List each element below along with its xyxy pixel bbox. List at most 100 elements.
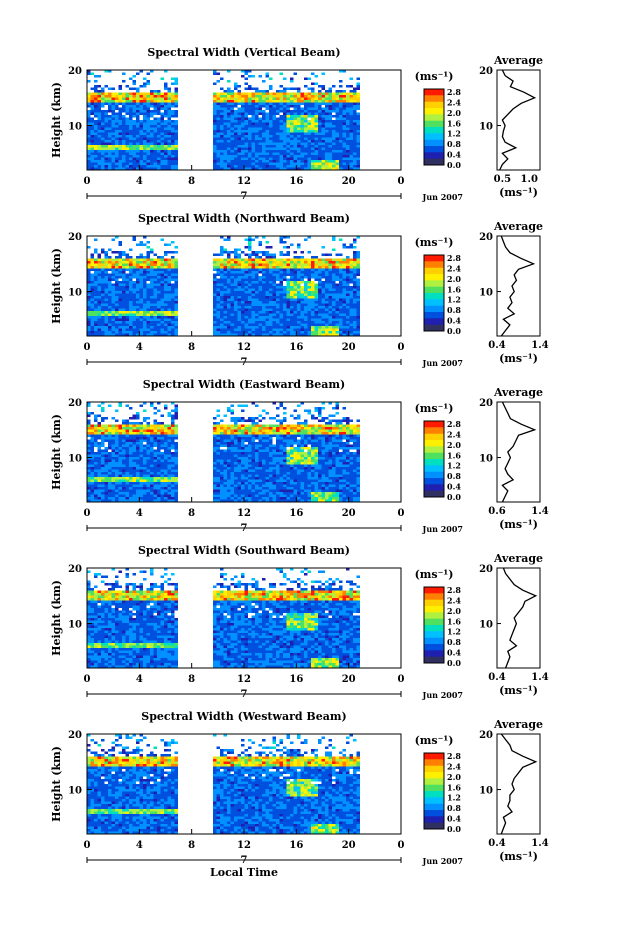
heatmap-cell — [279, 85, 283, 88]
heatmap-cell — [314, 162, 318, 165]
heatmap-cell — [335, 105, 339, 108]
heatmap-cell — [283, 311, 287, 314]
heatmap-cell — [167, 273, 171, 276]
heatmap-cell — [108, 268, 112, 271]
heatmap-cell — [283, 125, 287, 128]
heatmap-cell — [220, 308, 224, 311]
heatmap-cell — [108, 484, 112, 487]
heatmap-cell — [290, 276, 294, 279]
heatmap-cell — [108, 102, 112, 105]
heatmap-cell — [290, 150, 294, 153]
heatmap-cell — [321, 311, 325, 314]
heatmap-cell — [234, 296, 238, 299]
heatmap-cell — [272, 273, 276, 276]
heatmap-cell — [220, 167, 224, 170]
heatmap-cell — [94, 107, 98, 110]
heatmap-cell — [353, 261, 357, 264]
heatmap-cell — [157, 125, 161, 128]
heatmap-cell — [125, 140, 129, 143]
heatmap-cell — [164, 273, 168, 276]
heatmap-cell — [258, 323, 262, 326]
heatmap-cell — [314, 167, 318, 170]
heatmap-cell — [157, 331, 161, 334]
heatmap-cell — [213, 122, 217, 125]
heatmap-cell — [87, 477, 91, 480]
heatmap-cell — [108, 293, 112, 296]
heatmap-cell — [118, 326, 122, 329]
heatmap-cell — [318, 135, 322, 138]
heatmap-cell — [139, 273, 143, 276]
heatmap-cell — [220, 110, 224, 113]
heatmap-cell — [118, 145, 122, 148]
heatmap-cell — [216, 313, 220, 316]
profile-x-tick-label: 0.4 — [488, 340, 505, 351]
heatmap-cell — [244, 323, 248, 326]
heatmap-cell — [122, 281, 126, 284]
heatmap-cell — [136, 122, 140, 125]
heatmap-cell — [269, 326, 273, 329]
heatmap-cell — [146, 251, 150, 254]
heatmap-cell — [87, 331, 91, 334]
heatmap-cell — [115, 167, 119, 170]
heatmap-cell — [90, 313, 94, 316]
chart-panel: Spectral Width (Vertical Beam)2010Height… — [50, 46, 543, 202]
heatmap-cell — [307, 132, 311, 135]
heatmap-cell — [346, 105, 350, 108]
heatmap-cell — [118, 442, 122, 445]
heatmap-cell — [342, 243, 346, 246]
heatmap-cell — [241, 333, 245, 336]
heatmap-cell — [87, 288, 91, 291]
heatmap-cell — [269, 298, 273, 301]
heatmap-cell — [265, 135, 269, 138]
heatmap-cell — [87, 308, 91, 311]
heatmap-cell — [349, 266, 353, 269]
heatmap-cell — [160, 331, 164, 334]
heatmap-cell — [265, 97, 269, 100]
heatmap-cell — [234, 281, 238, 284]
heatmap-cell — [230, 110, 234, 113]
heatmap-cell — [335, 306, 339, 309]
heatmap-cell — [171, 286, 175, 289]
heatmap-cell — [230, 147, 234, 150]
heatmap-cell — [153, 268, 157, 271]
heatmap-cell — [234, 162, 238, 165]
heatmap-cell — [160, 125, 164, 128]
heatmap-cell — [276, 155, 280, 158]
heatmap-cell — [174, 298, 178, 301]
heatmap-cell — [157, 261, 161, 264]
heatmap-cell — [304, 238, 308, 241]
heatmap-cell — [223, 167, 227, 170]
heatmap-cell — [227, 303, 231, 306]
heatmap-cell — [328, 160, 332, 163]
heatmap-cell — [255, 253, 259, 256]
heatmap-cell — [115, 132, 119, 135]
heatmap-cell — [125, 328, 129, 331]
heatmap-cell — [90, 150, 94, 153]
heatmap-cell — [251, 276, 255, 279]
heatmap-cell — [143, 92, 147, 95]
heatmap-cell — [125, 273, 129, 276]
heatmap-cell — [143, 150, 147, 153]
heatmap-cell — [286, 331, 290, 334]
heatmap-cell — [248, 291, 252, 294]
heatmap-cell — [276, 296, 280, 299]
heatmap-cell — [230, 157, 234, 160]
heatmap-cell — [325, 321, 329, 324]
heatmap-cell — [279, 333, 283, 336]
heatmap-cell — [167, 281, 171, 284]
heatmap-cell — [157, 137, 161, 140]
heatmap-cell — [328, 135, 332, 138]
heatmap-cell — [94, 261, 98, 264]
heatmap-cell — [325, 162, 329, 165]
heatmap-cell — [241, 117, 245, 120]
heatmap-cell — [286, 142, 290, 145]
heatmap-cell — [339, 308, 343, 311]
heatmap-cell — [104, 427, 108, 430]
heatmap-cell — [276, 323, 280, 326]
heatmap-cell — [97, 434, 101, 437]
heatmap-cell — [90, 489, 94, 492]
heatmap-cell — [230, 321, 234, 324]
heatmap-cell — [157, 95, 161, 98]
heatmap-cell — [143, 162, 147, 165]
